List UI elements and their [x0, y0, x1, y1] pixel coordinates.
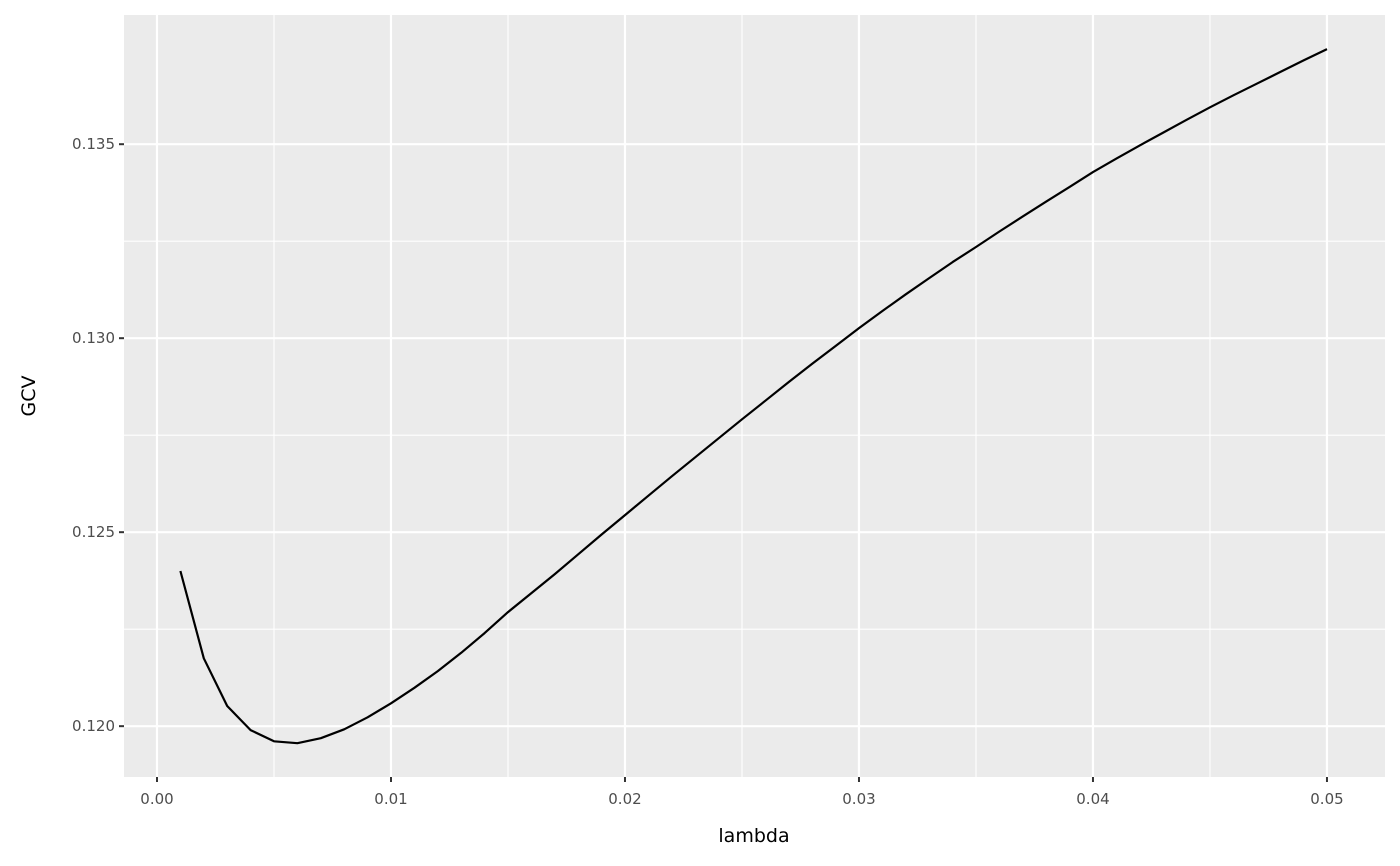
y-tick-label: 0.130 — [72, 329, 115, 347]
plot-panel — [124, 15, 1385, 777]
x-tick-label: 0.05 — [1310, 790, 1343, 808]
y-axis-title: GCV — [18, 376, 40, 417]
x-tick-label: 0.00 — [140, 790, 173, 808]
x-tick-label: 0.04 — [1076, 790, 1109, 808]
x-tick-label: 0.01 — [374, 790, 407, 808]
y-tick-label: 0.135 — [72, 135, 115, 153]
x-axis-title: lambda — [718, 825, 789, 847]
y-tick-label: 0.120 — [72, 717, 115, 735]
axes: 0.00 0.01 0.02 0.03 0.04 0.05 0.120 0.125 0.130 0… — [72, 135, 1344, 808]
x-tick-label: 0.03 — [842, 790, 875, 808]
x-tick-label: 0.02 — [608, 790, 641, 808]
y-tick-label: 0.125 — [72, 523, 115, 541]
grid-lines — [124, 15, 1385, 777]
gcv-line — [179, 48, 1328, 745]
